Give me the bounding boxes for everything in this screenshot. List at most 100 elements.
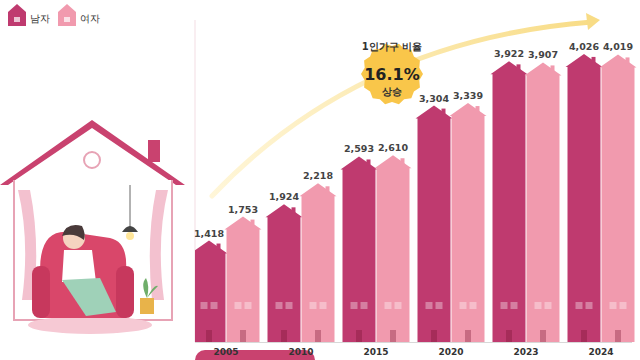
- legend-label: 여자: [80, 13, 100, 24]
- chart-root: 1인가구 비율16.1%상승1,4181,9242,5933,3043,9224…: [0, 0, 640, 360]
- illus-plant: [143, 278, 158, 298]
- window: [395, 302, 402, 309]
- x-tick-label: 2005: [213, 347, 238, 357]
- illus-shirt: [62, 250, 96, 282]
- door: [431, 330, 437, 342]
- illus-lamp-cord: [130, 185, 131, 228]
- house-bar: [525, 62, 562, 342]
- data-labels: 1,4181,9242,5933,3043,9224,0261,7532,218…: [194, 41, 633, 239]
- door: [540, 330, 546, 342]
- chimney: [367, 159, 371, 165]
- house-bar: [266, 204, 303, 342]
- data-label: 1,418: [194, 228, 224, 239]
- house-bar: [416, 106, 453, 342]
- window: [361, 302, 368, 309]
- chimney: [626, 57, 630, 63]
- legend: 남자 여자: [8, 4, 100, 26]
- illus-skirt: [62, 278, 116, 316]
- x-tick-label: 2015: [363, 347, 388, 357]
- data-label: 2,218: [303, 170, 333, 181]
- badge: [361, 44, 423, 104]
- illustration: [0, 120, 185, 334]
- chimney: [251, 220, 255, 226]
- annotation-text: 상승: [382, 86, 402, 97]
- x-tick-label: 2023: [513, 347, 538, 357]
- chimney: [442, 109, 446, 115]
- illus-lamp: [122, 226, 138, 232]
- window: [211, 302, 218, 309]
- chimney: [292, 207, 296, 213]
- data-label: 3,339: [453, 90, 483, 101]
- house-bar-group: [375, 155, 412, 342]
- house-bar: [300, 183, 337, 342]
- window: [576, 302, 583, 309]
- legend-icon-window: [64, 17, 70, 22]
- house-bar-group: [450, 103, 487, 342]
- data-label: 3,922: [494, 48, 524, 59]
- legend-icon-window: [14, 17, 20, 22]
- door: [581, 330, 587, 342]
- house-bar-group: [600, 54, 637, 342]
- window: [286, 302, 293, 309]
- chimney: [217, 244, 221, 250]
- data-label: 3,304: [419, 93, 449, 104]
- house-bar-group: [266, 204, 303, 342]
- x-tick-label: 2020: [438, 347, 463, 357]
- legend-icon: [8, 4, 26, 26]
- chimney: [401, 158, 405, 164]
- window: [245, 302, 252, 309]
- house-bar-group: [300, 183, 337, 342]
- data-label: 1,924: [269, 191, 299, 202]
- illus-arm: [32, 266, 50, 318]
- window: [501, 302, 508, 309]
- window: [511, 302, 518, 309]
- door: [506, 330, 512, 342]
- window: [586, 302, 593, 309]
- legend-icon: [58, 4, 76, 26]
- window: [460, 302, 467, 309]
- house-bar-group: [195, 241, 228, 342]
- illus-hair: [62, 225, 85, 240]
- house-bar: [491, 61, 528, 342]
- house-bar-group: [525, 62, 562, 342]
- illus-arm: [116, 266, 134, 318]
- house-bar: [341, 156, 378, 342]
- house-bar-group: [225, 217, 262, 342]
- bars: [195, 54, 637, 342]
- window: [235, 302, 242, 309]
- data-label: 2,610: [378, 142, 408, 153]
- window: [535, 302, 542, 309]
- window: [610, 302, 617, 309]
- door: [356, 330, 362, 342]
- illus-chimney: [148, 140, 160, 162]
- house-bar-group: [566, 54, 603, 342]
- house-bar: [566, 54, 603, 342]
- house-bar: [195, 241, 228, 342]
- house-bar: [450, 103, 487, 342]
- house-bar: [375, 155, 412, 342]
- x-tick-label: 2010: [288, 347, 313, 357]
- door: [240, 330, 246, 342]
- window: [320, 302, 327, 309]
- annotation-value: 16.1%: [364, 65, 420, 84]
- door: [281, 330, 287, 342]
- illus-wall: [14, 180, 172, 320]
- house-bar: [225, 217, 262, 342]
- window: [545, 302, 552, 309]
- illus-window: [84, 152, 100, 168]
- illus-curtain: [150, 190, 168, 300]
- chimney: [476, 106, 480, 112]
- data-label: 4,019: [603, 41, 633, 52]
- data-label: 3,907: [528, 49, 558, 60]
- house-bar: [600, 54, 637, 342]
- illus-bulb: [126, 232, 134, 240]
- legend-label: 남자: [30, 13, 50, 24]
- door: [465, 330, 471, 342]
- window: [276, 302, 283, 309]
- x-tick-label: 2024: [588, 347, 613, 357]
- chimney: [592, 57, 596, 63]
- window: [426, 302, 433, 309]
- window: [470, 302, 477, 309]
- trend-arrowhead: [586, 13, 600, 30]
- illus-pot: [140, 298, 154, 314]
